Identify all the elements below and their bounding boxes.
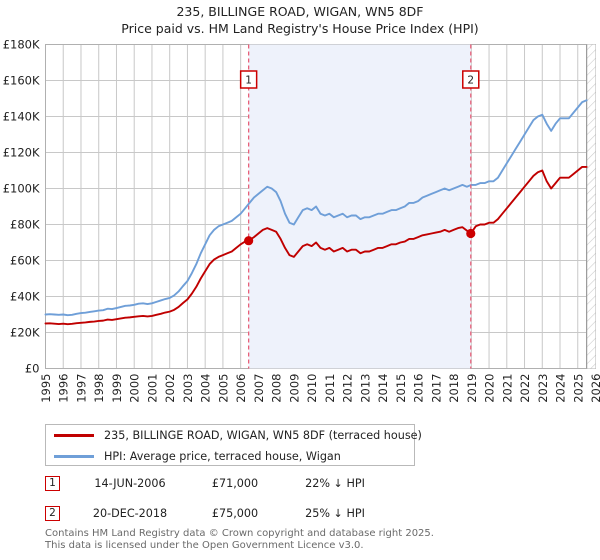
svg-text:2017: 2017 — [429, 374, 443, 403]
transaction-marker-1: 1 — [45, 475, 60, 491]
y-axis-labels: £0 £20K £40K £60K £80K £100K £120K £140K £160K £1… — [3, 38, 40, 376]
chart-legend: 235, BILLINGE ROAD, WIGAN, WN5 8DF (terr… — [45, 424, 422, 467]
svg-text:£100K: £100K — [3, 182, 40, 196]
legend-swatch-hpi — [54, 455, 94, 458]
svg-text:2000: 2000 — [128, 374, 142, 403]
svg-text:1999: 1999 — [110, 374, 124, 403]
svg-text:2007: 2007 — [252, 374, 266, 403]
svg-text:£20K: £20K — [10, 326, 40, 340]
transaction-row-1: 1 14-JUN-2006 £71,000 22% ↓ HPI — [45, 473, 390, 493]
transaction-price-2: £75,000 — [211, 506, 259, 520]
legend-swatch-property — [54, 434, 94, 437]
attribution-line-1: Contains HM Land Registry data © Crown c… — [45, 528, 434, 539]
svg-text:2012: 2012 — [341, 374, 355, 403]
svg-text:£60K: £60K — [10, 254, 40, 268]
svg-text:1996: 1996 — [57, 374, 71, 403]
transaction-marker-2: 2 — [45, 505, 60, 521]
svg-text:£40K: £40K — [10, 290, 40, 304]
svg-text:2004: 2004 — [199, 374, 213, 403]
transaction-delta-1: 22% ↓ HPI — [305, 476, 365, 490]
ownership-span — [248, 44, 471, 369]
attribution-footer: Contains HM Land Registry data © Crown c… — [45, 528, 585, 552]
svg-text:2: 2 — [467, 75, 474, 87]
transaction-date-2: 20-DEC-2018 — [92, 506, 168, 520]
svg-text:£160K: £160K — [3, 74, 40, 88]
svg-text:2010: 2010 — [305, 374, 319, 403]
svg-text:2014: 2014 — [376, 374, 390, 403]
svg-text:2022: 2022 — [518, 374, 532, 403]
svg-text:2002: 2002 — [163, 374, 177, 403]
transaction-price-1: £71,000 — [211, 476, 259, 490]
svg-text:1998: 1998 — [92, 374, 106, 403]
transaction-delta-2: 25% ↓ HPI — [305, 506, 365, 520]
x-axis-labels: 1995 1996 1997 1998 1999 2000 2001 2002 2003 2004… — [39, 374, 600, 403]
svg-text:1997: 1997 — [74, 374, 88, 403]
series-lines — [44, 99, 588, 326]
svg-text:2016: 2016 — [412, 374, 426, 403]
transaction-date-1: 14-JUN-2006 — [94, 476, 166, 490]
attribution-line-2: This data is licensed under the Open Gov… — [45, 540, 364, 551]
svg-text:2018: 2018 — [447, 374, 461, 403]
svg-text:1995: 1995 — [39, 374, 53, 403]
transaction-row-2: 2 20-DEC-2018 £75,000 25% ↓ HPI — [45, 503, 390, 523]
svg-text:2011: 2011 — [323, 374, 337, 403]
svg-text:2013: 2013 — [358, 374, 372, 403]
title-block: 235, BILLINGE ROAD, WIGAN, WN5 8DF Price… — [0, 0, 600, 37]
svg-text:2026: 2026 — [589, 374, 600, 403]
legend-label-property: 235, BILLINGE ROAD, WIGAN, WN5 8DF (terr… — [104, 429, 422, 442]
svg-text:1: 1 — [245, 75, 252, 87]
svg-text:2015: 2015 — [394, 374, 408, 403]
svg-text:2003: 2003 — [181, 374, 195, 403]
legend-item-hpi: HPI: Average price, terraced house, Wiga… — [46, 446, 414, 467]
svg-text:2020: 2020 — [483, 374, 497, 403]
legend-item-property: 235, BILLINGE ROAD, WIGAN, WN5 8DF (terr… — [46, 425, 422, 446]
legend-label-hpi: HPI: Average price, terraced house, Wiga… — [104, 450, 341, 463]
svg-text:2024: 2024 — [554, 374, 568, 403]
svg-text:£80K: £80K — [10, 218, 40, 232]
svg-text:2019: 2019 — [465, 374, 479, 403]
svg-text:£180K: £180K — [3, 38, 40, 52]
page-subtitle: Price paid vs. HM Land Registry's House … — [121, 21, 479, 36]
svg-text:£140K: £140K — [3, 110, 40, 124]
svg-text:2023: 2023 — [536, 374, 550, 403]
svg-text:£0: £0 — [25, 362, 40, 376]
svg-text:2001: 2001 — [145, 374, 159, 403]
svg-text:2025: 2025 — [571, 374, 585, 403]
svg-text:2021: 2021 — [500, 374, 514, 403]
svg-text:£120K: £120K — [3, 146, 40, 160]
svg-text:2009: 2009 — [287, 374, 301, 403]
page-title: 235, BILLINGE ROAD, WIGAN, WN5 8DF — [176, 4, 424, 19]
svg-text:2008: 2008 — [270, 374, 284, 403]
svg-text:2006: 2006 — [234, 374, 248, 403]
svg-text:2005: 2005 — [216, 374, 230, 403]
